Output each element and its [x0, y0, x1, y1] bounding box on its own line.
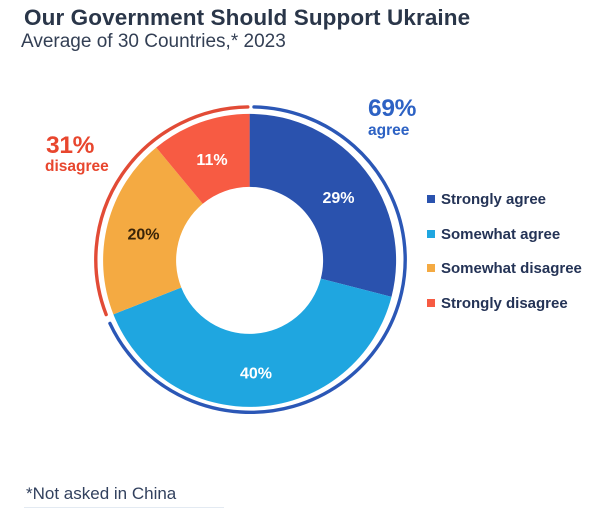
svg-text:29%: 29% [322, 190, 354, 207]
svg-text:11%: 11% [196, 152, 227, 169]
svg-text:20%: 20% [127, 227, 159, 244]
svg-text:40%: 40% [240, 365, 272, 382]
